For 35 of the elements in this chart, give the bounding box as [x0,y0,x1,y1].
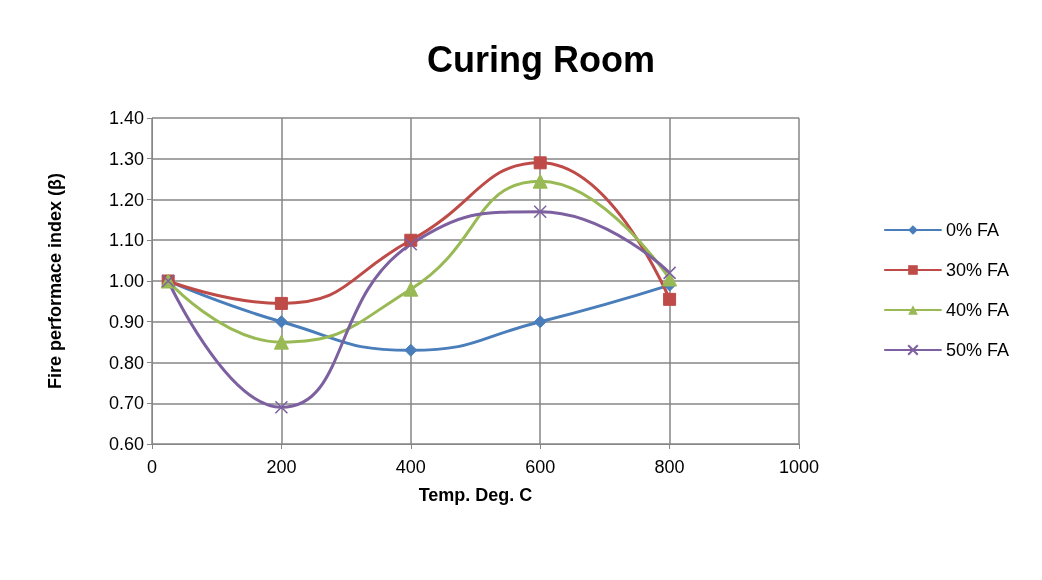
point [404,237,418,252]
point [404,343,418,357]
y-tick-label: 0.70 [108,393,144,414]
y-tick-label: 1.00 [108,271,144,291]
point [274,400,289,415]
y-tick-label: 1.20 [108,189,144,210]
point [274,296,288,310]
legend-label: 50% FA [945,340,1010,360]
chart-title: Curing Room [427,38,655,80]
x-axis-title: Temp. Deg. C [418,485,533,505]
y-axis-title: Fire performace index (β) [45,172,65,390]
x-tick-label: 1000 [778,457,820,477]
point [533,315,547,329]
point [273,334,289,350]
point [274,315,288,329]
x-tick-label: 400 [395,457,426,477]
x-tick-label: 200 [266,457,297,477]
y-tick-label: 1.40 [108,108,144,128]
point [533,204,547,219]
x-tick-label: 0 [146,457,158,477]
point [403,281,419,297]
x-tick-label: 600 [525,457,556,477]
legend-label: 40% FA [945,300,1010,320]
point [663,292,677,306]
y-tick-label: 0.80 [108,352,144,373]
point [533,156,547,170]
y-tick-label: 0.60 [108,434,144,454]
x-tick-label: 800 [654,457,685,477]
point [662,266,677,280]
y-tick-label: 1.30 [108,148,144,169]
legend-label: 30% FA [945,260,1010,280]
legend-label: 0% FA [945,220,999,240]
y-tick-label: 0.90 [108,311,144,332]
y-tick-label: 1.10 [108,230,144,251]
point [532,173,548,189]
